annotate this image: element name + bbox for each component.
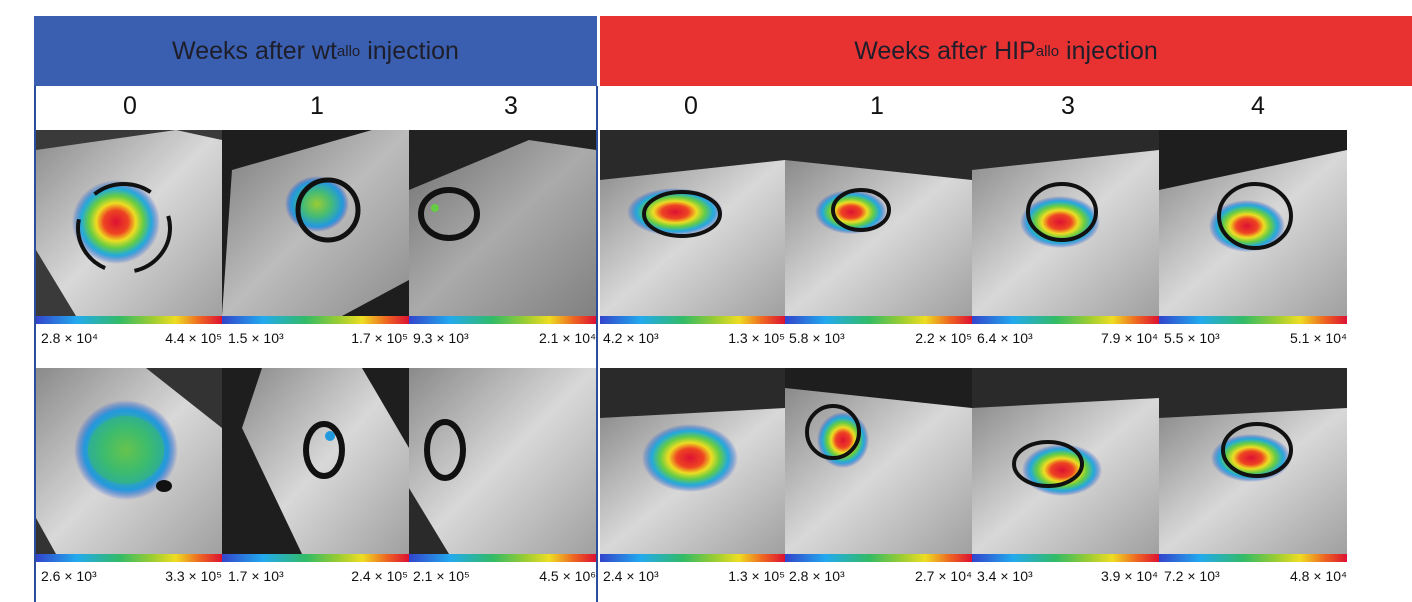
scalebar-row2-wt0 <box>36 554 222 562</box>
scalebar-row2-hip0 <box>600 554 785 562</box>
scale-min-row1-wt1: 1.5 × 10³ <box>228 330 284 346</box>
panel-hip-week4-mouse1 <box>1159 130 1347 316</box>
scale-min-row2-wt0: 2.6 × 10³ <box>41 568 97 584</box>
scale-max-row1-wt3: 2.1 × 10⁴ <box>538 330 596 346</box>
week-label-wt-3: 3 <box>504 92 518 120</box>
scale-max-row2-wt0: 3.3 × 10⁵ <box>165 568 222 584</box>
wt-header-suffix: injection <box>360 36 459 65</box>
scale-min-row2-hip1: 2.8 × 10³ <box>789 568 845 584</box>
wt-frame-right <box>596 86 598 602</box>
scale-max-row2-hip4: 4.8 × 10⁴ <box>1289 568 1347 584</box>
panel-wt-week3-mouse2 <box>409 368 596 554</box>
scalebar-row2-wt3 <box>409 554 596 562</box>
panel-hip-week3-mouse1 <box>972 130 1159 316</box>
panel-hip-week1-mouse1 <box>785 130 972 316</box>
scale-min-row1-hip4: 5.5 × 10³ <box>1164 330 1220 346</box>
scale-max-row2-hip1: 2.7 × 10⁴ <box>914 568 972 584</box>
wt-allo-header: Weeks after wt allo injection <box>34 16 597 86</box>
scalebar-row2-hip4 <box>1159 554 1347 562</box>
scale-max-row2-hip3: 3.9 × 10⁴ <box>1100 568 1158 584</box>
scalebar-row1-wt0 <box>36 316 222 324</box>
wt-header-text: Weeks after wt <box>172 36 337 65</box>
scalebar-row2-hip1 <box>785 554 972 562</box>
scalebar-row1-hip4 <box>1159 316 1347 324</box>
week-label-hip-0: 0 <box>684 92 698 120</box>
wt-frame-left <box>34 86 36 602</box>
hip-header-suffix: injection <box>1059 36 1158 65</box>
scale-min-row1-hip3: 6.4 × 10³ <box>977 330 1033 346</box>
scale-min-row2-hip4: 7.2 × 10³ <box>1164 568 1220 584</box>
scale-min-row2-hip3: 3.4 × 10³ <box>977 568 1033 584</box>
scale-min-row2-wt3: 2.1 × 10⁵ <box>413 568 470 584</box>
week-label-wt-0: 0 <box>123 92 137 120</box>
panel-wt-week1-mouse1 <box>222 130 409 316</box>
scale-max-row1-wt0: 4.4 × 10⁵ <box>165 330 222 346</box>
scale-min-row2-hip0: 2.4 × 10³ <box>603 568 659 584</box>
panel-hip-week0-mouse2 <box>600 368 785 554</box>
scale-min-row1-wt3: 9.3 × 10³ <box>413 330 469 346</box>
panel-wt-week3-mouse1 <box>409 130 596 316</box>
hip-header-text: Weeks after HIP <box>854 36 1036 65</box>
panel-hip-week0-mouse1 <box>600 130 785 316</box>
scale-max-row1-hip0: 1.3 × 10⁵ <box>728 330 785 346</box>
panel-wt-week0-mouse1 <box>36 130 222 316</box>
scale-max-row1-hip4: 5.1 × 10⁴ <box>1289 330 1347 346</box>
scale-max-row2-hip0: 1.3 × 10⁵ <box>728 568 785 584</box>
panel-hip-week1-mouse2 <box>785 368 972 554</box>
scale-max-row2-wt3: 4.5 × 10⁶ <box>539 568 596 584</box>
week-label-hip-1: 1 <box>870 92 884 120</box>
panel-hip-week3-mouse2 <box>972 368 1159 554</box>
scale-max-row1-hip3: 7.9 × 10⁴ <box>1100 330 1158 346</box>
week-label-hip-4: 4 <box>1251 92 1265 120</box>
scale-min-row1-wt0: 2.8 × 10⁴ <box>41 330 99 346</box>
scale-min-row2-wt1: 1.7 × 10³ <box>228 568 284 584</box>
scale-min-row1-hip0: 4.2 × 10³ <box>603 330 659 346</box>
panel-wt-week1-mouse2 <box>222 368 409 554</box>
scalebar-row1-wt3 <box>409 316 596 324</box>
scalebar-row1-hip1 <box>785 316 972 324</box>
scale-max-row1-wt1: 1.7 × 10⁵ <box>351 330 408 346</box>
panel-hip-week4-mouse2 <box>1159 368 1347 554</box>
panel-wt-week0-mouse2 <box>36 368 222 554</box>
scalebar-row2-wt1 <box>222 554 409 562</box>
week-label-hip-3: 3 <box>1061 92 1075 120</box>
scalebar-row1-hip3 <box>972 316 1159 324</box>
scalebar-row1-wt1 <box>222 316 409 324</box>
scale-max-row1-hip1: 2.2 × 10⁵ <box>915 330 972 346</box>
week-label-wt-1: 1 <box>310 92 324 120</box>
wt-header-sup: allo <box>336 42 361 60</box>
hip-allo-header: Weeks after HIP allo injection <box>600 16 1412 86</box>
scalebar-row2-hip3 <box>972 554 1159 562</box>
hip-header-sup: allo <box>1035 42 1060 60</box>
scale-max-row2-wt1: 2.4 × 10⁵ <box>351 568 408 584</box>
scale-min-row1-hip1: 5.8 × 10³ <box>789 330 845 346</box>
scalebar-row1-hip0 <box>600 316 785 324</box>
